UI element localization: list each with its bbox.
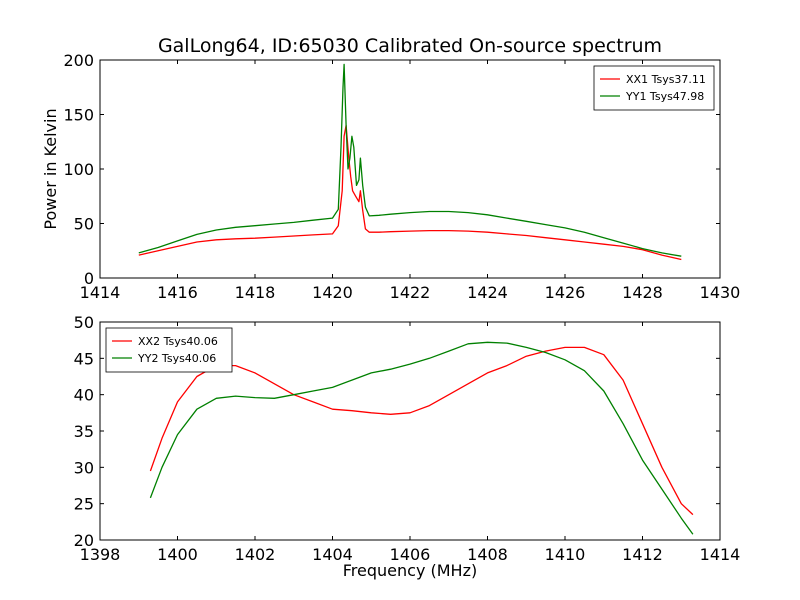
x-tick-label: 1416 [157,283,198,302]
x-tick-label: 1406 [390,545,431,564]
series-line-yy1 [138,63,682,257]
top-spectrum-panel: 1414 1416 1418 1420 1422 1424 1426 1428 1430 0 50 1… [63,51,740,302]
y-tick-label: 25 [74,495,94,514]
legend-entry-yy2: YY2 Tsys40.06 [137,352,216,365]
y-tick-label: 30 [74,458,94,477]
y-tick-label: 200 [63,51,94,70]
x-tick-label: 1426 [545,283,586,302]
x-tick-label: 1398 [80,545,121,564]
x-tick-label: 1414 [700,545,741,564]
y-tick-label: 50 [74,215,94,234]
legend: XX1 Tsys37.11 YY1 Tsys47.98 [593,65,715,111]
x-tick-label: 1424 [467,283,508,302]
y-tick-label: 35 [74,422,94,441]
top-y-axis-label: Power in Kelvin [41,108,60,229]
y-tick-label: 50 [74,313,94,332]
series-line-yy2 [149,341,694,535]
series-line-xx1 [138,124,682,261]
y-tick-label: 100 [63,160,94,179]
y-tick-label: 0 [84,269,94,288]
y-tick-label: 40 [74,386,94,405]
legend-entry-xx2: XX2 Tsys40.06 [138,335,218,348]
bottom-spectrum-panel: 1398 1400 1402 1404 1406 1408 1410 1412 1414 20 25… [74,313,741,564]
x-tick-label: 1404 [312,545,353,564]
x-tick-label: 1400 [157,545,198,564]
x-tick-label: 1430 [700,283,741,302]
legend-box [593,65,715,111]
y-tick-label: 45 [74,349,94,368]
x-tick-label: 1428 [622,283,663,302]
y-tick-label: 20 [74,531,94,550]
legend-entry-yy1: YY1 Tsys47.98 [625,90,704,103]
legend-box [105,327,233,373]
legend-entry-xx1: XX1 Tsys37.11 [626,73,706,86]
series-line-xx2 [149,346,694,516]
bottom-x-axis-label: Frequency (MHz) [343,561,477,580]
x-tick-label: 1418 [235,283,276,302]
x-tick-label: 1402 [235,545,276,564]
x-tick-label: 1410 [545,545,586,564]
x-tick-label: 1420 [312,283,353,302]
x-tick-label: 1414 [80,283,121,302]
chart-title: GalLong64, ID:65030 Calibrated On-source… [158,35,662,57]
legend: XX2 Tsys40.06 YY2 Tsys40.06 [105,327,233,373]
x-tick-label: 1408 [467,545,508,564]
x-tick-label: 1412 [622,545,663,564]
y-tick-label: 150 [63,106,94,125]
x-tick-label: 1422 [390,283,431,302]
